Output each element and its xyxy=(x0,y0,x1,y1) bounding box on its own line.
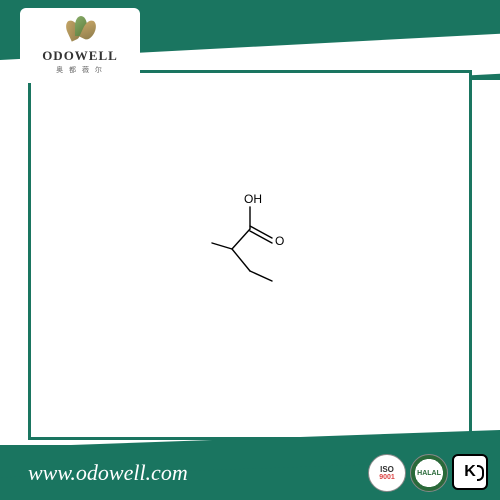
chemical-structure: OH O xyxy=(190,189,310,309)
label-o: O xyxy=(275,234,284,248)
iso-badge: ISO 9001 xyxy=(368,454,406,492)
certification-badges: ISO 9001 HALAL K xyxy=(368,454,488,492)
brand-name: ODOWELL xyxy=(42,48,118,64)
brand-logo: ODOWELL 奥 都 薇 尔 xyxy=(20,8,140,83)
brand-subtitle: 奥 都 薇 尔 xyxy=(56,65,104,75)
website-url: www.odowell.com xyxy=(28,460,188,486)
content-frame: OH O xyxy=(28,70,472,440)
kosher-badge: K xyxy=(452,454,488,490)
logo-leaf-icon xyxy=(63,16,98,46)
label-oh: OH xyxy=(244,192,262,206)
halal-badge: HALAL xyxy=(410,454,448,492)
